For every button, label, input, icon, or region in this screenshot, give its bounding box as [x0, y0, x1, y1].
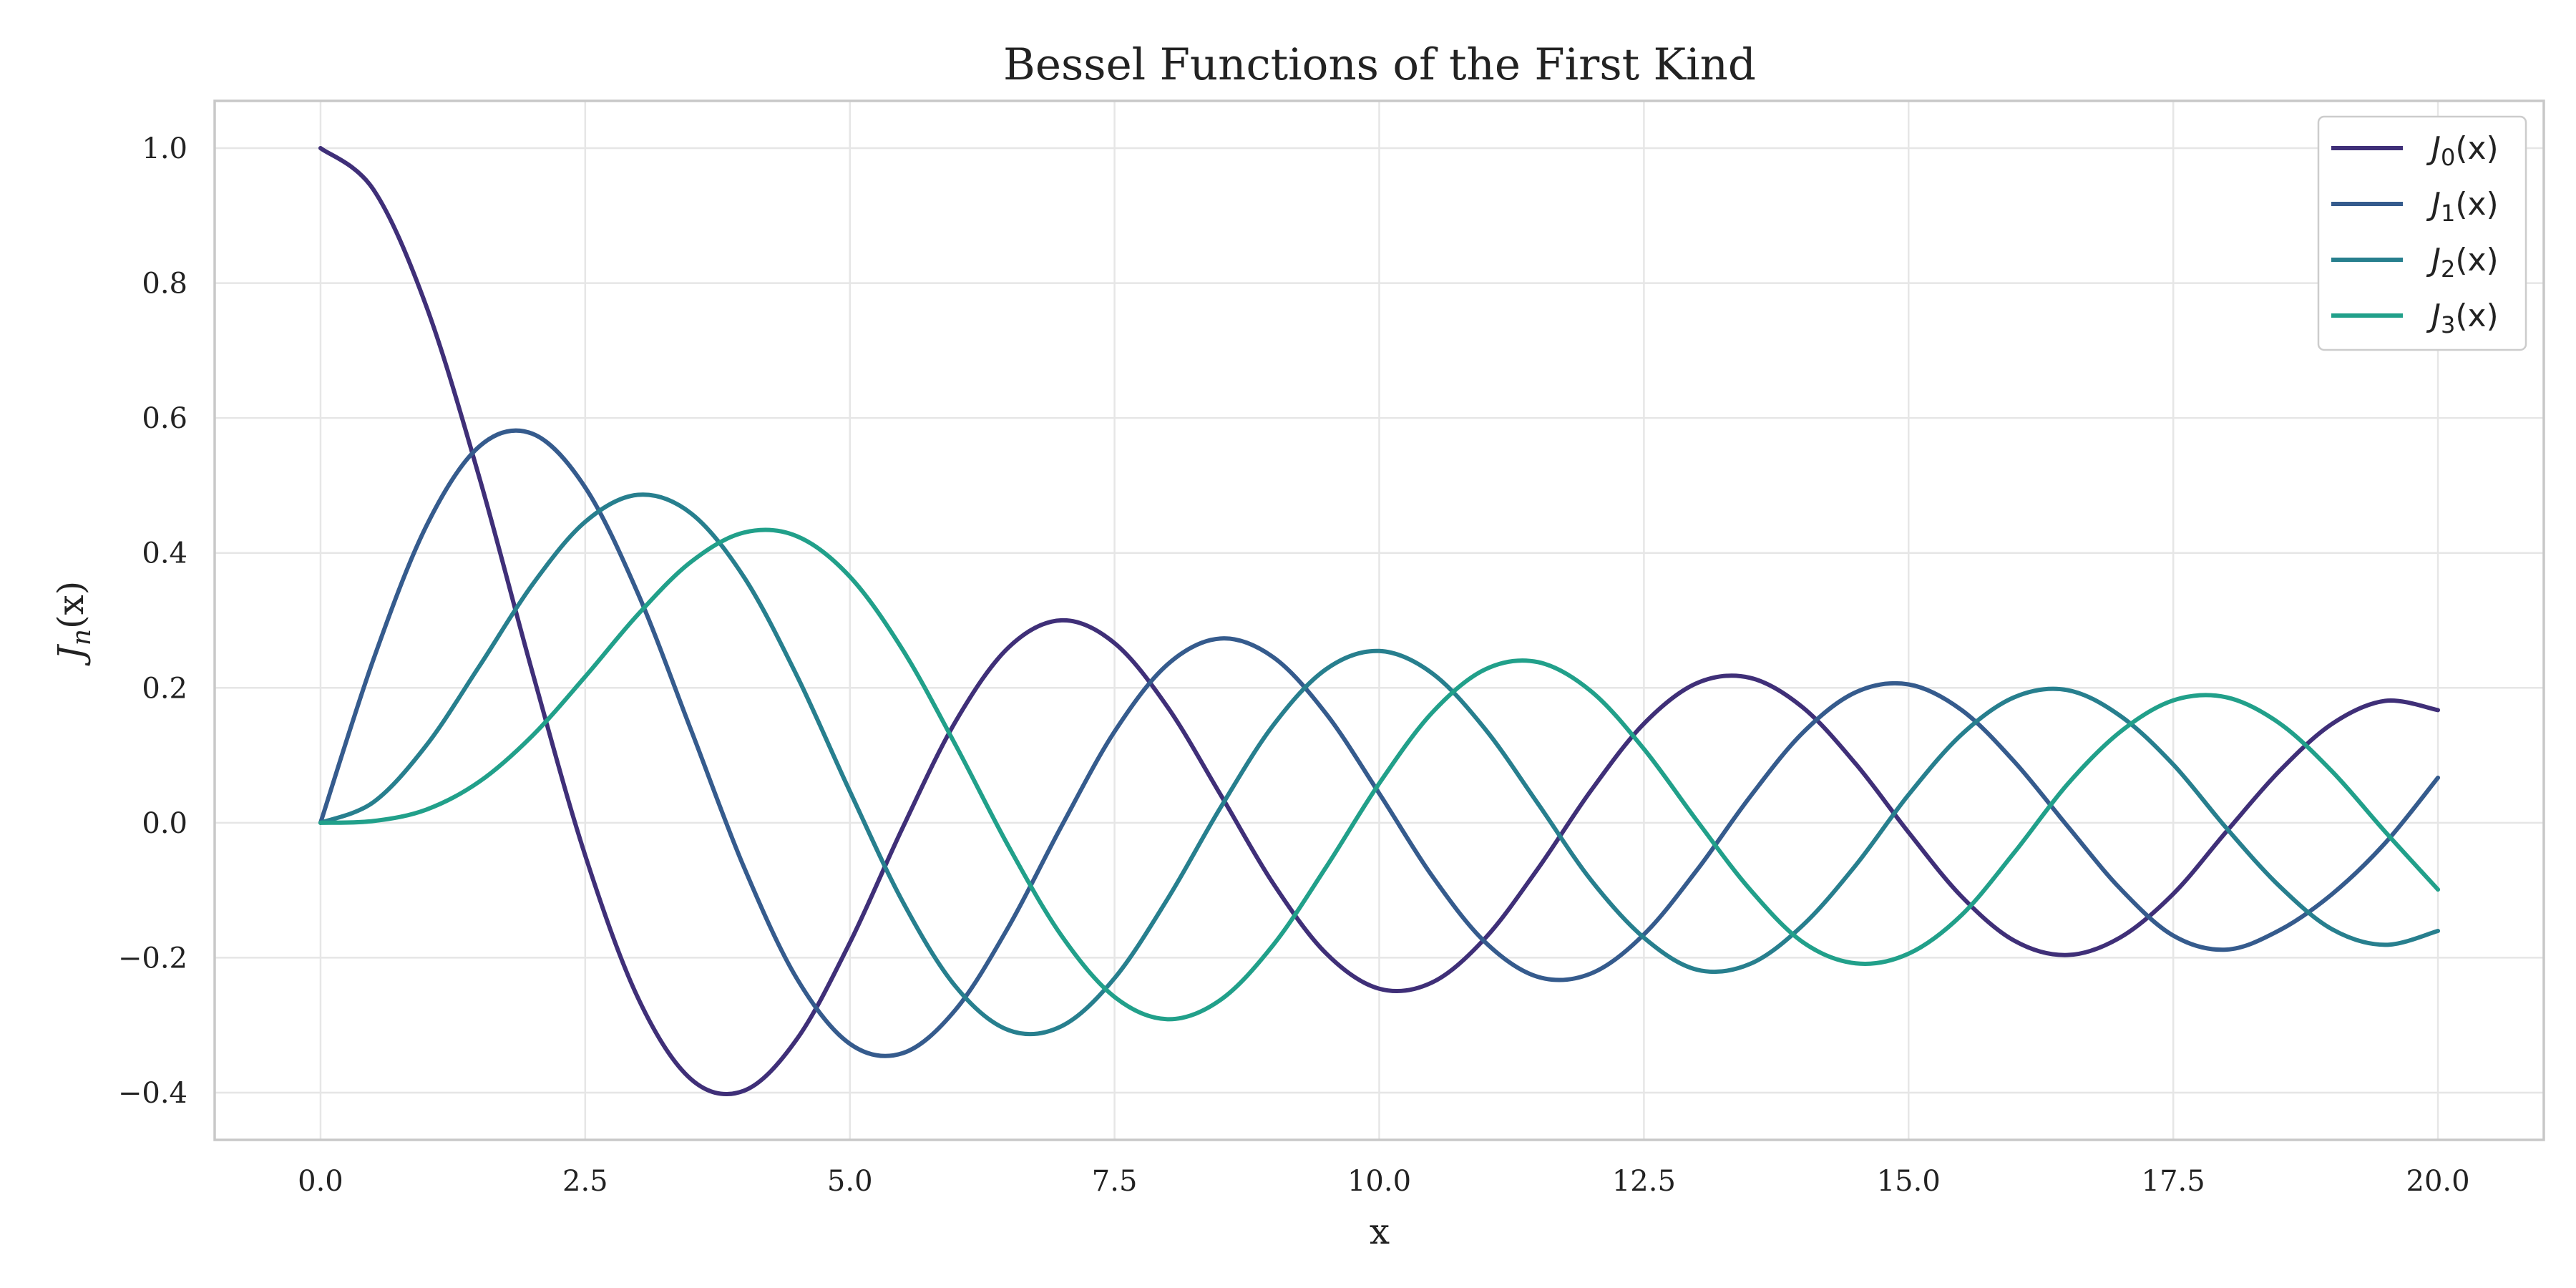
y-tick-label: 1.0 [142, 132, 187, 165]
legend-box [2317, 115, 2527, 351]
series-line-j3 [318, 527, 2441, 1022]
series-line-j1 [318, 428, 2441, 1058]
y-tick-label: 0.8 [142, 268, 187, 301]
legend-label: J0(x) [2426, 130, 2499, 171]
legend: J0(x) J1(x) J2(x) J3(x) [2317, 115, 2527, 351]
plot-frame [213, 99, 2545, 1141]
series-line-j2 [318, 492, 2441, 1037]
y-tick-label: 0.4 [142, 537, 187, 570]
legend-label: J1(x) [2426, 186, 2499, 227]
y-axis-label-arg: (x) [50, 581, 92, 629]
x-tick-label: 17.5 [2142, 1165, 2205, 1198]
x-tick-label: 7.5 [1092, 1165, 1138, 1198]
x-axis-ticks: 0.0 2.5 5.0 7.5 10.0 12.5 15.0 17.5 20.0 [298, 1165, 2469, 1198]
x-tick-label: 10.0 [1347, 1165, 1411, 1198]
legend-item: J2(x) [2331, 242, 2499, 283]
grid [215, 101, 2544, 1140]
x-tick-label: 5.0 [827, 1165, 873, 1198]
chart-title: Bessel Functions of the First Kind [1003, 39, 1756, 90]
y-axis-ticks: −0.4 −0.2 0.0 0.2 0.4 0.6 0.8 1.0 [118, 132, 187, 1110]
y-tick-label: 0.0 [142, 807, 187, 840]
y-axis-label-base: J [50, 643, 92, 666]
x-tick-label: 20.0 [2406, 1165, 2470, 1198]
y-tick-label: −0.2 [118, 942, 187, 975]
y-tick-label: 0.6 [142, 402, 187, 435]
y-tick-label: 0.2 [142, 672, 187, 705]
x-tick-label: 15.0 [1877, 1165, 1941, 1198]
x-tick-label: 0.0 [298, 1165, 343, 1198]
y-axis-label: Jn(x) [50, 581, 97, 666]
x-tick-label: 12.5 [1612, 1165, 1676, 1198]
legend-label: J2(x) [2426, 242, 2499, 283]
legend-label: J3(x) [2426, 298, 2499, 338]
series-layer [318, 146, 2441, 1097]
series-line-j0 [318, 146, 2441, 1097]
x-axis-label: x [1370, 1211, 1390, 1252]
y-axis-label-subscript: n [67, 629, 97, 645]
x-tick-label: 2.5 [562, 1165, 608, 1198]
y-tick-label: −0.4 [118, 1077, 187, 1110]
